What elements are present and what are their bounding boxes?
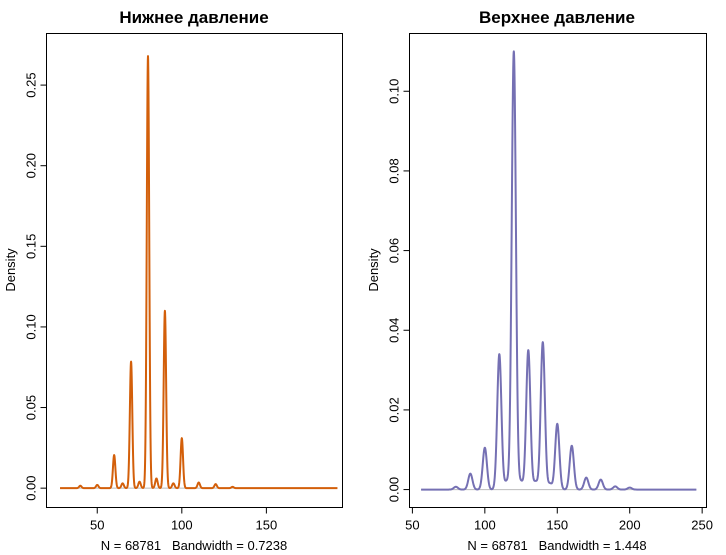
x-tick-label: 50 <box>90 518 104 533</box>
x-tick-label: 100 <box>474 518 496 533</box>
y-tick-label: 0.05 <box>24 395 39 420</box>
y-tick-label: 0.20 <box>24 153 39 178</box>
y-tick-label: 0.25 <box>24 72 39 97</box>
y-tick-label: 0.06 <box>387 238 402 263</box>
y-tick-label: 0.10 <box>387 79 402 104</box>
y-tick-label: 0.04 <box>387 318 402 343</box>
y-tick-label: 0.02 <box>387 397 402 422</box>
y-axis-label: Density <box>3 248 18 292</box>
y-tick-label: 0.15 <box>24 234 39 259</box>
density-curve <box>59 55 339 490</box>
x-axis-label: N = 68781 Bandwidth = 0.7238 <box>101 538 287 553</box>
y-axis: 0.00 0.02 0.04 0.06 0.08 0.10 <box>387 79 410 502</box>
x-tick-label: 250 <box>691 518 713 533</box>
panel-upper-pressure: Верхнее давление 50 100 150 200 250 0.00 0.02… <box>366 8 713 553</box>
y-axis-label: Density <box>366 248 381 292</box>
x-axis-label: N = 68781 Bandwidth = 1.448 <box>467 538 646 553</box>
chart-title: Нижнее давление <box>119 8 268 27</box>
x-tick-label: 150 <box>256 518 278 533</box>
y-tick-label: 0.00 <box>24 475 39 500</box>
plot-frame <box>46 33 343 508</box>
x-axis: 50 100 150 <box>90 507 278 533</box>
x-tick-label: 200 <box>619 518 641 533</box>
y-tick-label: 0.00 <box>387 477 402 502</box>
chart-title: Верхнее давление <box>479 8 635 27</box>
x-tick-label: 150 <box>546 518 568 533</box>
y-tick-label: 0.10 <box>24 314 39 339</box>
x-tick-label: 50 <box>405 518 419 533</box>
x-axis: 50 100 150 200 250 <box>405 507 713 533</box>
x-tick-label: 100 <box>171 518 193 533</box>
y-axis: 0.00 0.05 0.10 0.15 0.20 0.25 <box>24 72 47 501</box>
density-curve <box>420 50 698 491</box>
plot-frame <box>409 33 707 508</box>
y-tick-label: 0.08 <box>387 158 402 183</box>
panel-lower-pressure: Нижнее давление 50 100 150 0.00 0.05 0.10 0.1… <box>3 8 343 553</box>
